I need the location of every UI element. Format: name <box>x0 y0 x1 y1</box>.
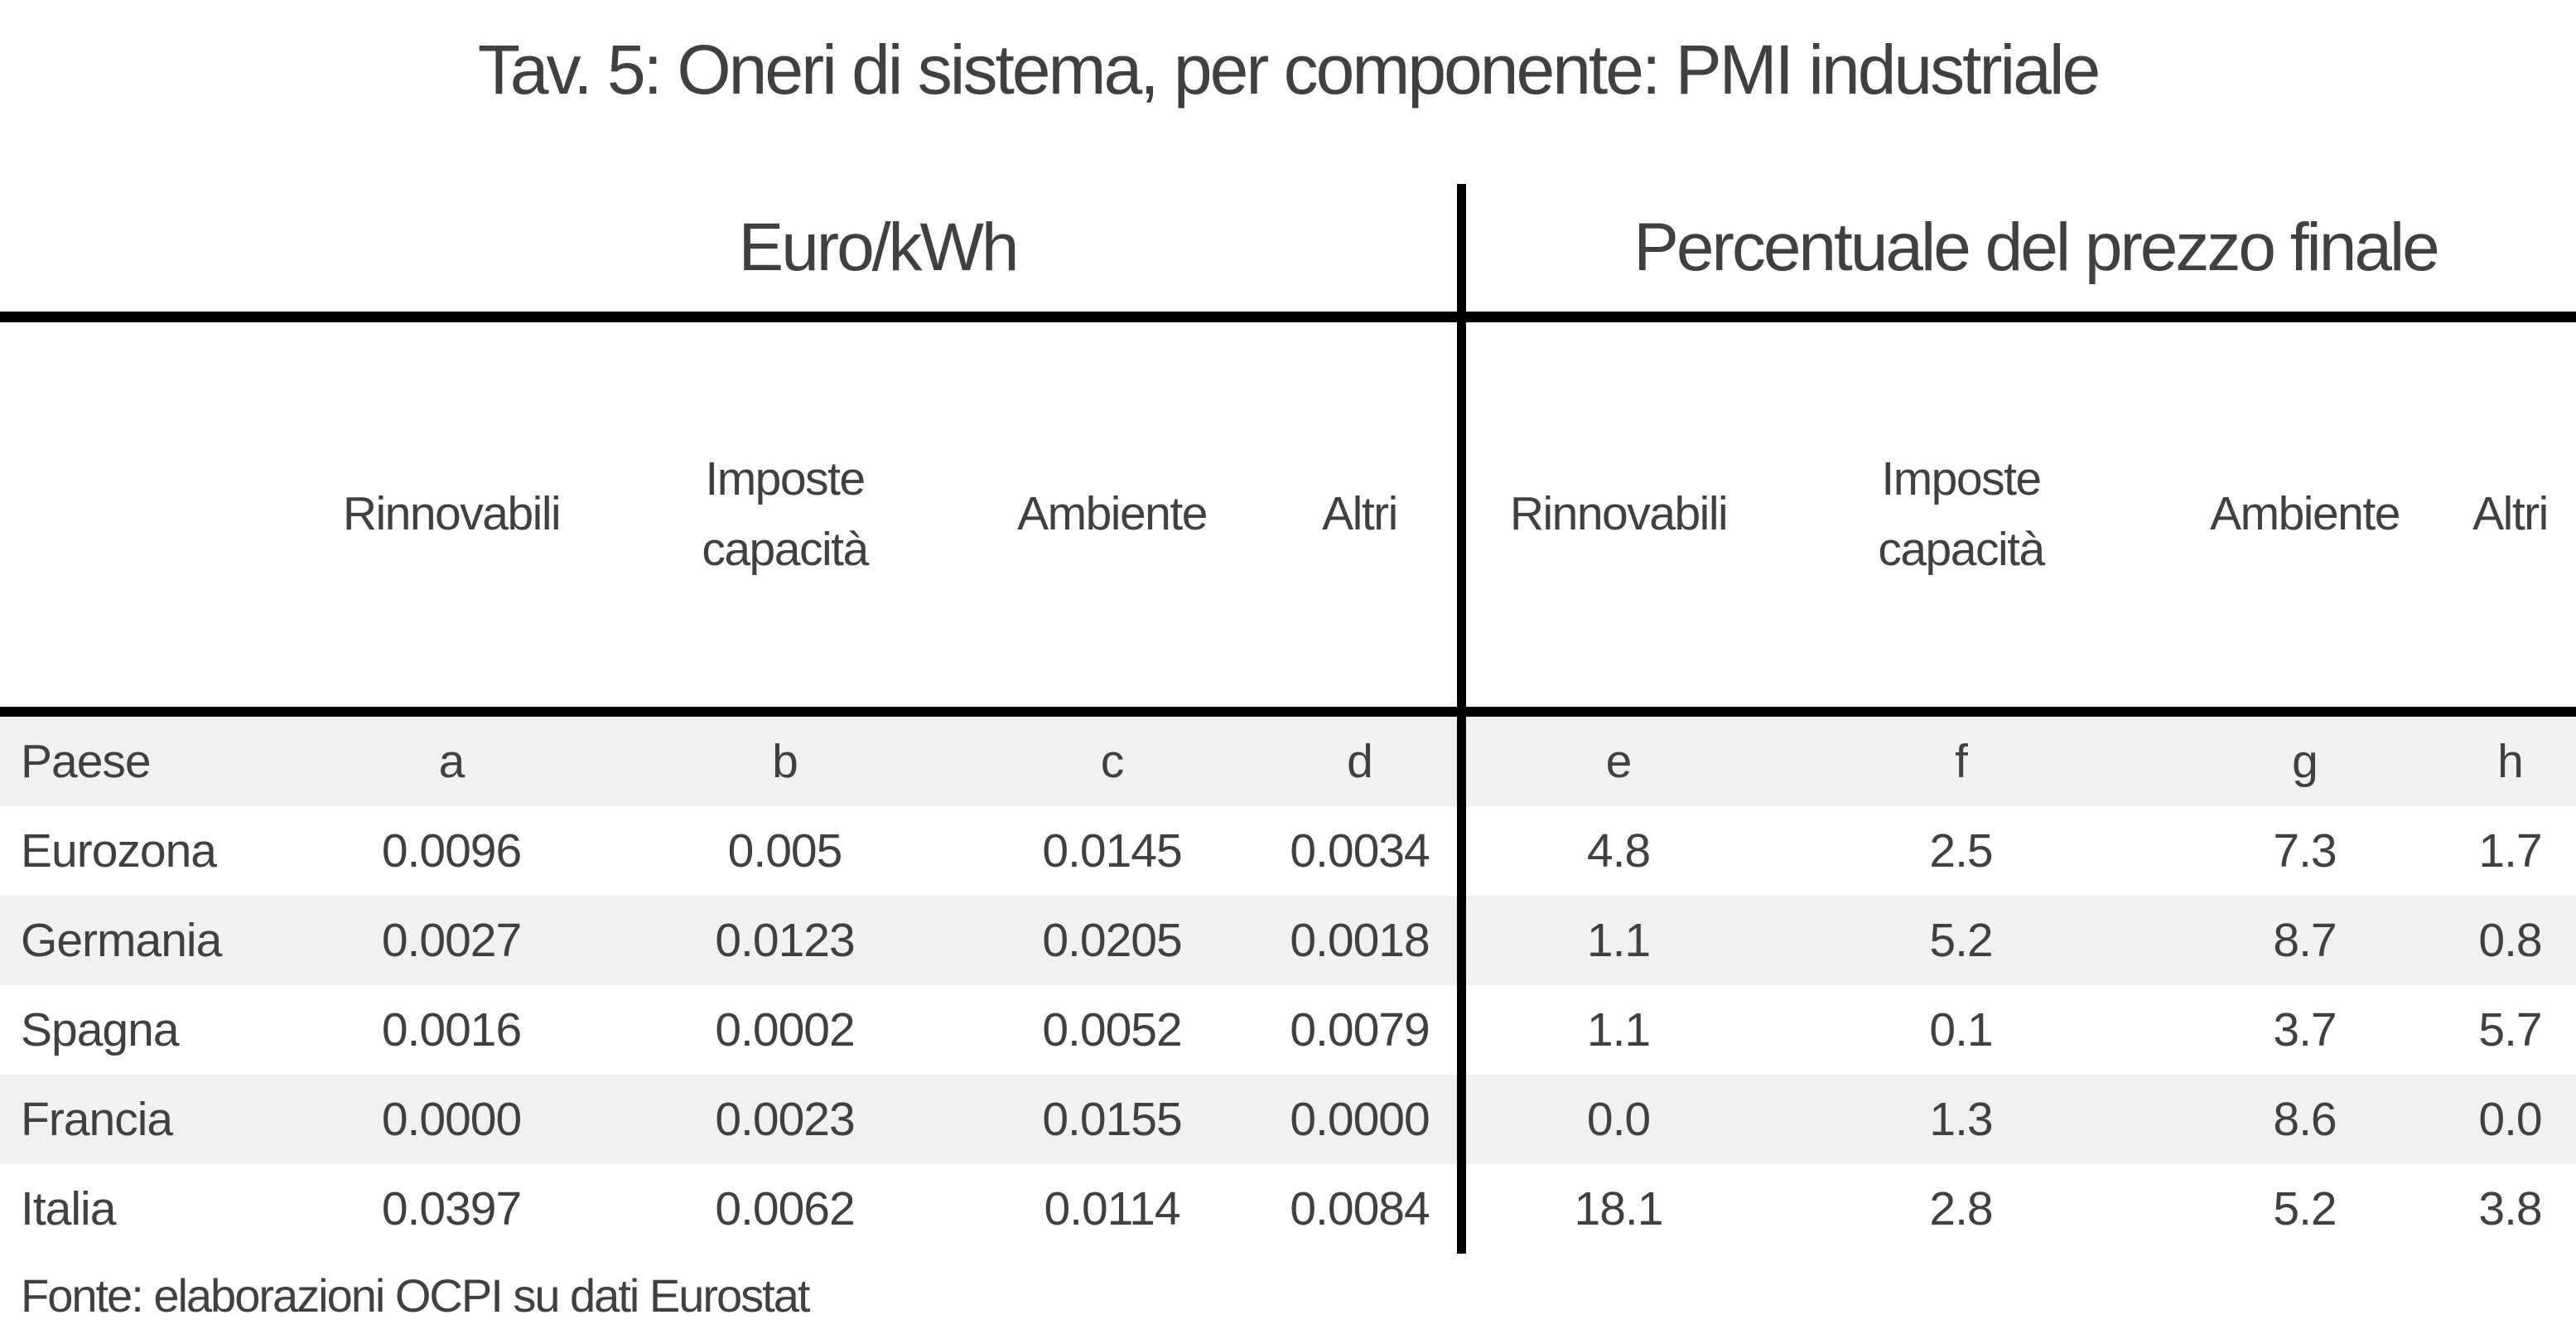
value-cell: 0.0123 <box>715 914 855 967</box>
letter-label-g: g <box>2292 735 2318 788</box>
value-cell: 0.0114 <box>1044 1182 1180 1235</box>
value-cell: 0.0052 <box>1042 1003 1182 1056</box>
value-cell: 2.5 <box>1929 824 1993 877</box>
source-note: Fonte: elaborazioni OCPI su dati Eurosta… <box>21 1269 810 1322</box>
letter-label-e: e <box>1605 735 1633 788</box>
value-cell: 0.1 <box>1929 1003 1993 1056</box>
country-label: Eurozona <box>21 824 217 877</box>
value-cell: 0.0 <box>1586 1093 1651 1146</box>
letters-row: Paese a b c d e f g h <box>0 717 2576 806</box>
value-cell: 0.0096 <box>381 824 522 877</box>
value-cell: 1.3 <box>1929 1093 1993 1146</box>
value-cell: 0.0016 <box>381 1003 522 1056</box>
vertical-divider <box>1457 184 1466 1254</box>
table-row-germania: Germania 0.0027 0.0123 0.0205 0.0018 1.1… <box>0 896 2576 985</box>
value-cell: 5.7 <box>2478 1003 2542 1056</box>
paese-header: Paese <box>21 735 152 788</box>
column-header-altri-euro: Altri <box>1322 487 1398 541</box>
letter-label-b: b <box>772 735 798 788</box>
section-header-percentuale: Percentuale del prezzo finale <box>1633 210 2440 285</box>
value-cell: 0.0023 <box>715 1093 855 1146</box>
value-cell: 0.0084 <box>1290 1182 1430 1235</box>
value-cell: 0.0018 <box>1290 914 1430 967</box>
value-cell: 7.3 <box>2273 824 2337 877</box>
section-header-euro-kwh: Euro/kWh <box>738 210 1020 285</box>
country-label: Germania <box>21 914 222 967</box>
letter-label-d: d <box>1347 735 1373 788</box>
column-header-ambiente-euro: Ambiente <box>1017 487 1208 541</box>
value-cell: 18.1 <box>1574 1182 1664 1235</box>
value-cell: 2.8 <box>1929 1182 1993 1235</box>
letter-label-f: f <box>1955 735 1968 788</box>
letter-label-h: h <box>2497 735 2524 788</box>
table-row-eurozona: Eurozona 0.0096 0.005 0.0145 0.0034 4.8 … <box>0 806 2576 896</box>
country-label: Francia <box>21 1093 173 1146</box>
table-row-francia: Francia 0.0000 0.0023 0.0155 0.0000 0.0 … <box>0 1075 2576 1164</box>
value-cell: 0.0000 <box>381 1093 522 1146</box>
value-cell: 0.005 <box>727 824 843 877</box>
column-header-imposte-euro: Imposte capacità <box>702 452 869 577</box>
value-cell: 3.8 <box>2478 1182 2542 1235</box>
value-cell: 8.7 <box>2273 914 2337 967</box>
value-cell: 3.7 <box>2273 1003 2337 1056</box>
column-header-rinnovabili-pct: Rinnovabili <box>1509 487 1729 541</box>
table-row-italia: Italia 0.0397 0.0062 0.0114 0.0084 18.1 … <box>0 1164 2576 1254</box>
country-label: Italia <box>21 1182 116 1235</box>
value-cell: 5.2 <box>1929 914 1993 967</box>
value-cell: 0.0034 <box>1290 824 1430 877</box>
table-body: Paese a b c d e f g h Eurozona 0.0096 0.… <box>0 717 2576 1254</box>
country-label: Spagna <box>21 1003 180 1056</box>
column-header-rinnovabili-euro: Rinnovabili <box>342 487 562 541</box>
value-cell: 0.0397 <box>381 1182 522 1235</box>
value-cell: 0.0027 <box>381 914 522 967</box>
value-cell: 1.7 <box>2478 824 2542 877</box>
column-header-altri-pct: Altri <box>2472 487 2549 541</box>
column-header-imposte-pct: Imposte capacità <box>1878 452 2045 577</box>
letter-label-c: c <box>1100 735 1125 788</box>
value-cell: 8.6 <box>2273 1093 2337 1146</box>
horizontal-rule-mid <box>0 707 2576 717</box>
value-cell: 1.1 <box>1586 1003 1651 1056</box>
value-cell: 0.0155 <box>1042 1093 1182 1146</box>
value-cell: 1.1 <box>1586 914 1651 967</box>
table-title: Tav. 5: Oneri di sistema, per componente… <box>477 31 2101 109</box>
value-cell: 0.8 <box>2478 914 2542 967</box>
value-cell: 5.2 <box>2273 1182 2337 1235</box>
letter-label-a: a <box>438 735 466 788</box>
column-header-row: Rinnovabili Imposte capacità Ambiente Al… <box>0 322 2576 707</box>
table-row-spagna: Spagna 0.0016 0.0002 0.0052 0.0079 1.1 0… <box>0 985 2576 1075</box>
value-cell: 0.0062 <box>715 1182 855 1235</box>
value-cell: 0.0002 <box>715 1003 855 1056</box>
value-cell: 0.0205 <box>1042 914 1182 967</box>
value-cell: 0.0145 <box>1042 824 1182 877</box>
column-header-ambiente-pct: Ambiente <box>2210 487 2400 541</box>
value-cell: 0.0 <box>2478 1093 2542 1146</box>
value-cell: 0.0000 <box>1290 1093 1430 1146</box>
value-cell: 0.0079 <box>1290 1003 1430 1056</box>
value-cell: 4.8 <box>1586 824 1651 877</box>
horizontal-rule-top <box>0 312 2576 322</box>
section-header-band: Euro/kWh Percentuale del prezzo finale <box>0 184 2576 312</box>
